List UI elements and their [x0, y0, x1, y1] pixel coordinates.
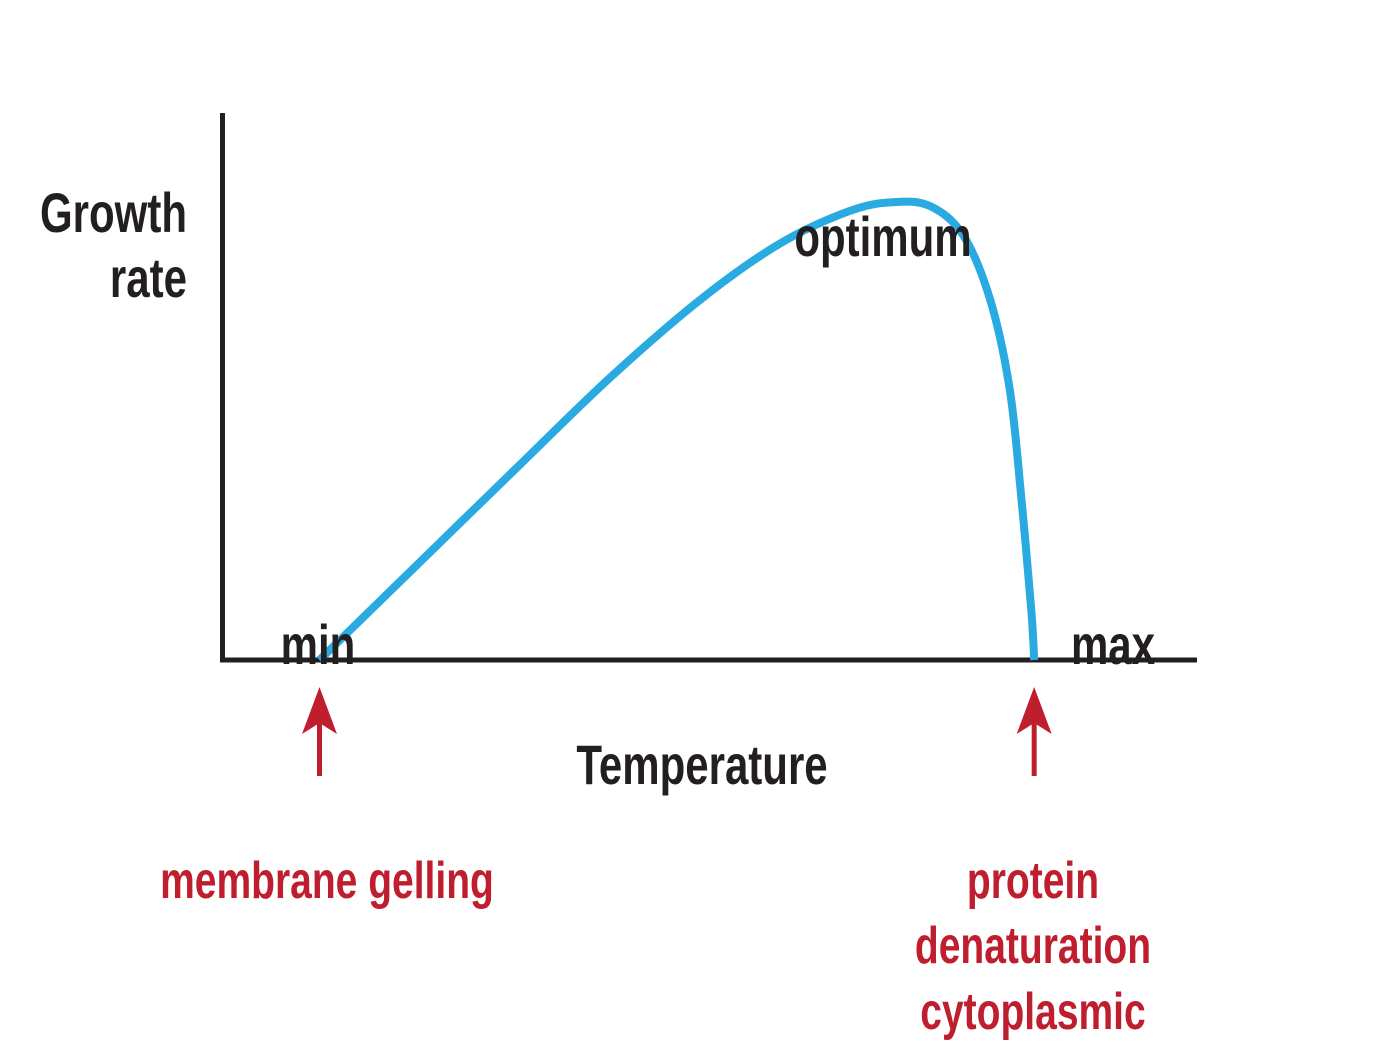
min-label-text: min [280, 613, 356, 676]
optimum-label: optimum [765, 139, 1001, 269]
x-axis-label-text: Temperature [576, 733, 828, 796]
y-axis-label: Growth rate [0, 115, 187, 310]
annotation-arrows-layer [302, 687, 1052, 776]
membrane-gelling-annotation-text: membrane gelling [160, 851, 494, 910]
membrane-gelling-annotation: membrane gelling [105, 783, 550, 914]
max-up-arrow-icon [1016, 687, 1052, 776]
y-axis-label-text: Growth rate [40, 181, 187, 309]
growth-rate-curve [316, 197, 1039, 663]
max-label: max [1057, 547, 1169, 677]
x-axis-label: Temperature [534, 667, 869, 797]
optimum-label-text: optimum [794, 205, 972, 268]
max-label-text: max [1070, 613, 1156, 676]
thermal-death-annotation: protein denaturation cytoplasmic membran… [850, 783, 1217, 1050]
thermal-death-annotation-text: protein denaturation cytoplasmic membran… [914, 851, 1152, 1050]
min-up-arrow-icon [302, 687, 337, 776]
growth-curve-layer [316, 197, 1039, 663]
min-label: min [268, 547, 368, 677]
